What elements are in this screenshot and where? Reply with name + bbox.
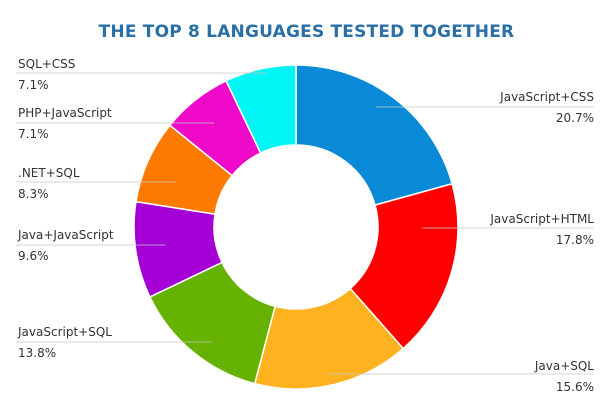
chart-title: THE TOP 8 LANGUAGES TESTED TOGETHER	[98, 22, 515, 42]
slice-value-label: 17.8%	[556, 233, 594, 247]
slice-value-label: 15.6%	[556, 380, 594, 394]
slice-value-label: 20.7%	[556, 111, 594, 125]
slice-value-label: 7.1%	[18, 127, 49, 141]
slice-label: .NET+SQL	[18, 166, 80, 180]
slice-value-label: 9.6%	[18, 249, 49, 263]
slice-value-label: 13.8%	[18, 346, 56, 360]
slice-label: JavaScript+CSS	[499, 90, 594, 104]
slice-label: JavaScript+SQL	[17, 325, 112, 339]
slice-label: Java+SQL	[534, 359, 594, 373]
pie-slice-javascript-html	[349, 182, 459, 350]
slice-value-label: 7.1%	[18, 78, 49, 92]
slice-label: Java+JavaScript	[17, 228, 114, 242]
slice-label: JavaScript+HTML	[489, 212, 594, 226]
slice-value-label: 8.3%	[18, 187, 49, 201]
slice-label: SQL+CSS	[18, 57, 75, 71]
slice-label: PHP+JavaScript	[18, 106, 112, 120]
pie-slice-javascript-css	[295, 64, 454, 207]
